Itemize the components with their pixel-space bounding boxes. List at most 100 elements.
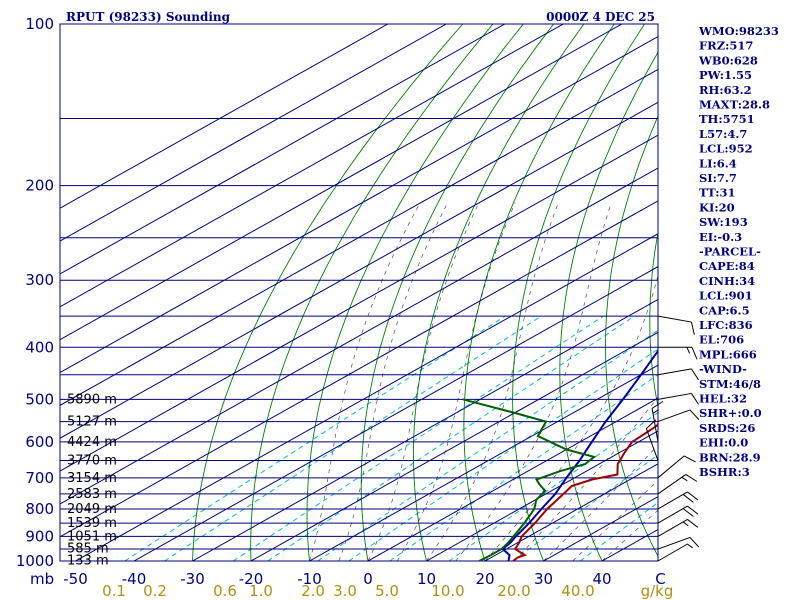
mixing-ratio-label: 3.0 (333, 582, 357, 600)
isotherm-line (60, 101, 658, 439)
pressure-tick-label: 900 (25, 527, 54, 545)
temperature-tick-label: 0 (363, 570, 373, 588)
wind-barb (657, 409, 700, 423)
barb-flag (651, 400, 664, 409)
pressure-tick-label: 600 (25, 433, 54, 451)
index-item: BRN:28.9 (699, 450, 761, 464)
wind-barb (657, 536, 700, 550)
station-title: RPUT (98233) Sounding (66, 10, 231, 24)
index-item: EI:-0.3 (699, 230, 742, 244)
temperature-tick-label: C (655, 570, 665, 588)
index-item: -PARCEL- (699, 245, 761, 259)
moist-adiabat (396, 202, 516, 561)
temperature-tick-label: -40 (122, 570, 147, 588)
dewpoint-curve (462, 398, 597, 561)
height-label: 585 m (67, 542, 109, 557)
temperature-tick-label: 40 (592, 570, 611, 588)
mixing-ratio-label: 40.0 (561, 582, 594, 600)
barb-flag (685, 473, 698, 482)
pressure-tick-label: 1000 (16, 552, 54, 570)
barb-staff (645, 428, 659, 461)
barb-flag (687, 491, 699, 501)
height-label: 133 m (67, 553, 109, 568)
wind-barb (657, 455, 696, 479)
mixing-ratio-line (579, 501, 658, 561)
dry-adiabat (605, 115, 658, 558)
wind-barb (658, 346, 698, 360)
temperature-tick-label: 20 (475, 570, 494, 588)
dry-adiabat (512, 24, 645, 561)
moist-adiabat (367, 202, 480, 561)
index-item: TH:5751 (699, 112, 755, 126)
barb-flag (681, 476, 688, 482)
moist-adiabat (514, 396, 658, 561)
barb-flag (691, 347, 698, 360)
mixing-ratio-line (124, 315, 506, 561)
wind-barb (657, 491, 699, 510)
wind-barb (657, 392, 699, 405)
wind-barb (657, 505, 699, 524)
index-item: EL:706 (699, 333, 744, 347)
mixing-ratio-line (164, 315, 542, 561)
isotherm-line (60, 24, 506, 275)
temperature-tick-label: 10 (417, 570, 436, 588)
wind-barb (657, 368, 699, 381)
index-item: LCL:901 (699, 289, 753, 303)
index-item: -WIND- (699, 362, 747, 376)
pressure-tick-label: 400 (25, 338, 54, 356)
isotherm-line (133, 266, 658, 561)
isotherm-line (60, 35, 658, 374)
pressure-tick-label: 700 (25, 469, 54, 487)
temperature-tick-label: 30 (534, 570, 553, 588)
pressure-tick-label: 300 (25, 271, 54, 289)
moist-adiabat (338, 202, 449, 561)
index-item: EHI:0.0 (699, 436, 748, 450)
dry-adiabat (306, 24, 524, 561)
mixing-ratio-line (232, 315, 604, 561)
time-label: 0000Z 4 DEC 25 (546, 10, 655, 24)
barb-staff (657, 536, 691, 550)
barb-flag (689, 537, 700, 548)
barb-flag (686, 347, 690, 354)
index-item: CINH:34 (699, 274, 755, 288)
mixing-ratio-line (512, 454, 658, 561)
index-item: HEL:32 (699, 392, 747, 406)
isotherm-line (60, 200, 658, 538)
temperature-tick-label: -50 (63, 570, 88, 588)
isotherm-line (60, 167, 658, 505)
index-item: TT:31 (699, 186, 736, 200)
index-item: PW:1.55 (699, 68, 752, 82)
isotherm-line (309, 364, 658, 561)
barb-staff (657, 505, 688, 524)
index-item: KI:20 (699, 200, 735, 214)
mixing-ratio-line (267, 315, 635, 561)
barb-flag (690, 321, 695, 335)
index-panel: WMO:98233FRZ:517WB0:628PW:1.55RH:63.2MAX… (698, 24, 779, 479)
index-item: WMO:98233 (698, 24, 779, 38)
barb-flag (687, 543, 693, 549)
barb-flag (687, 505, 699, 515)
index-item: MAXT:28.8 (699, 98, 770, 112)
isotherm-line (250, 331, 658, 561)
barb-flag (689, 409, 700, 420)
index-item: CAPE:84 (699, 259, 755, 273)
barb-flag (682, 494, 694, 503)
isotherm-line (60, 24, 389, 209)
index-item: STM:46/8 (699, 377, 761, 391)
pressure-tick-label: 500 (25, 390, 54, 408)
mixing-ratio-label: g/kg (641, 582, 674, 600)
wind-barb (657, 543, 693, 562)
index-item: BSHR:3 (699, 465, 750, 479)
height-label: 1539 m (67, 516, 117, 531)
dry-adiabat (775, 24, 800, 561)
barb-staff (657, 315, 692, 323)
height-label: 3154 m (67, 471, 117, 486)
isotherm-line (426, 430, 658, 561)
barb-staff (657, 455, 685, 479)
index-item: WB0:628 (698, 53, 758, 67)
index-item: LI:6.4 (699, 156, 737, 170)
virtual_temperature-curve (512, 422, 658, 561)
isotherm-line (60, 24, 623, 341)
